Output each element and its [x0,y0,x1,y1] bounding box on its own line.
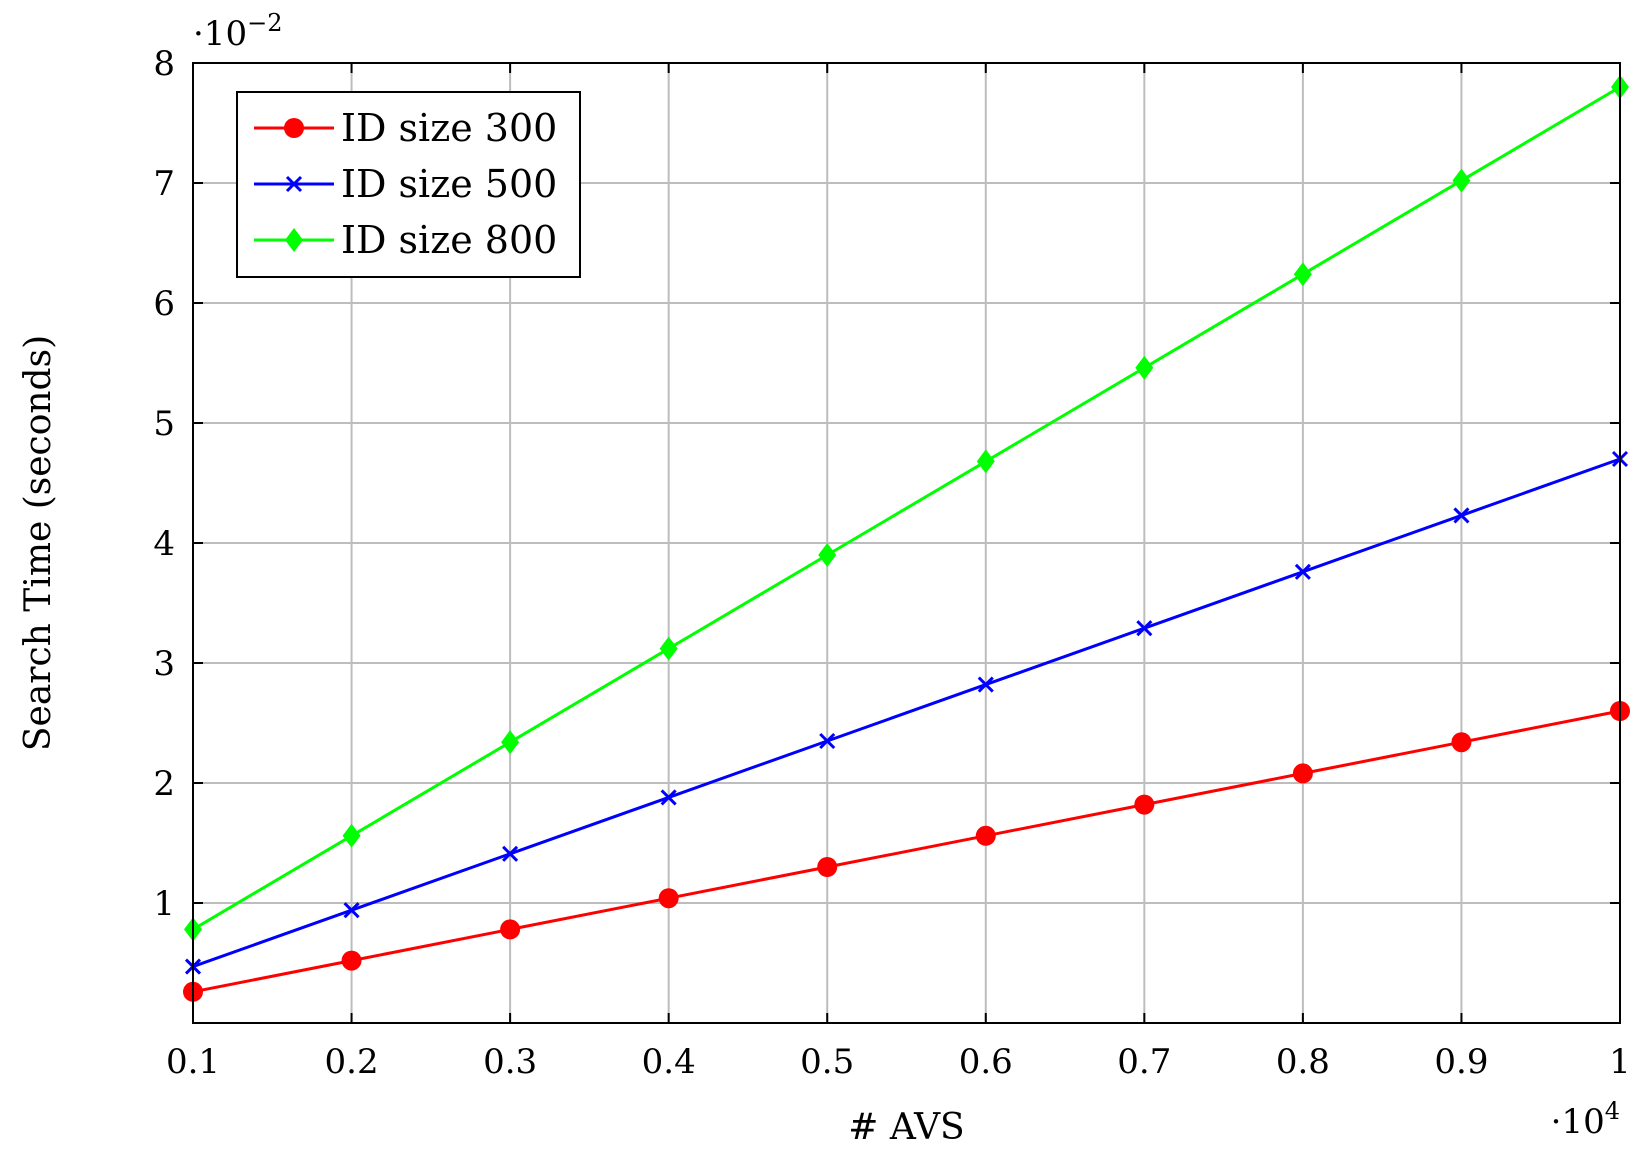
series-2 [184,450,1629,975]
data-point [500,919,521,940]
x-marker-stroke [1294,563,1311,580]
x-marker-stroke [502,845,519,862]
series-1 [183,701,1630,1002]
data-point [976,449,995,474]
x-tick-label: 0.5 [800,1042,854,1082]
data-point [341,950,362,971]
legend-swatch-marker [284,118,304,138]
data-point [1294,563,1311,580]
y-tick-label: 6 [153,284,175,324]
y-tick-label: 1 [153,884,175,924]
data-point [502,845,519,862]
x-marker-stroke [285,175,303,193]
data-point [501,730,520,755]
x-tick-label: 1 [1609,1042,1631,1082]
data-point [818,543,837,567]
y-tick-label: 4 [153,524,175,564]
y-tick-label: 7 [153,164,175,204]
data-point [975,825,996,846]
x-marker-stroke [1453,507,1470,524]
data-point [342,823,361,848]
data-point [1134,794,1155,815]
data-point [977,676,994,693]
x-tick-label: 0.2 [325,1042,379,1082]
data-point [817,857,838,877]
data-point [1135,355,1154,380]
series-line [192,457,1621,969]
legend-label: ID size 800 [341,218,557,262]
y-tick-label: 5 [153,404,175,444]
data-point [819,732,836,750]
x-multiplier-exponent: 4 [1605,1097,1620,1125]
data-point [1451,732,1472,753]
data-point [1453,507,1470,524]
y-axis-label: Search Time (seconds) [18,335,59,751]
legend-entry: ID size 800 [254,218,557,262]
x-tick-label: 0.3 [483,1042,537,1082]
legend-entry: ID size 300 [254,106,557,150]
data-point [1136,620,1153,637]
x-axis-multiplier: ·104 [1551,1097,1620,1142]
data-point [659,636,678,661]
y-tick-label: 8 [153,44,175,84]
x-marker-stroke [660,789,677,806]
axis-ticks: 0.1 0.2 0.3 0.4 0.5 0.6 0.7 0.8 0.9 1 1 2 3 4 5 6 7 8 [153,44,1630,1082]
legend-swatch-marker [285,175,303,193]
data-point [1292,763,1313,784]
x-marker-stroke [977,676,994,693]
x-marker-stroke [1136,620,1153,637]
x-tick-label: 0.1 [166,1042,220,1082]
x-marker-stroke [819,732,836,750]
data-point [660,789,677,806]
x-tick-label: 0.7 [1117,1042,1171,1082]
x-tick-label: 0.6 [959,1042,1013,1082]
legend-entry: ID size 500 [254,162,557,206]
y-multiplier-base: ·10 [193,14,247,54]
x-marker-stroke [343,902,360,919]
x-multiplier-base: ·10 [1551,1102,1605,1142]
series-group [183,75,1630,1002]
data-point [1293,262,1312,287]
y-multiplier-exponent: −2 [247,9,282,37]
series-3 [184,75,1629,942]
y-axis-multiplier: ·10−2 [193,9,282,54]
series-line [192,85,1621,931]
data-point [343,902,360,919]
x-tick-label: 0.8 [1276,1042,1330,1082]
data-point [1452,168,1471,193]
legend: ID size 300 ID size 500 ID size 800 [236,91,581,278]
x-tick-label: 0.9 [1434,1042,1488,1082]
legend-label: ID size 300 [341,106,557,150]
data-point [658,888,679,909]
y-tick-label: 3 [153,644,175,684]
x-tick-label: 0.4 [642,1042,696,1082]
legend-label: ID size 500 [341,162,557,206]
legend-swatch-marker [285,228,303,252]
series-line [192,709,1621,994]
y-tick-label: 2 [153,764,175,804]
x-axis-label: # AVS [848,1107,964,1148]
